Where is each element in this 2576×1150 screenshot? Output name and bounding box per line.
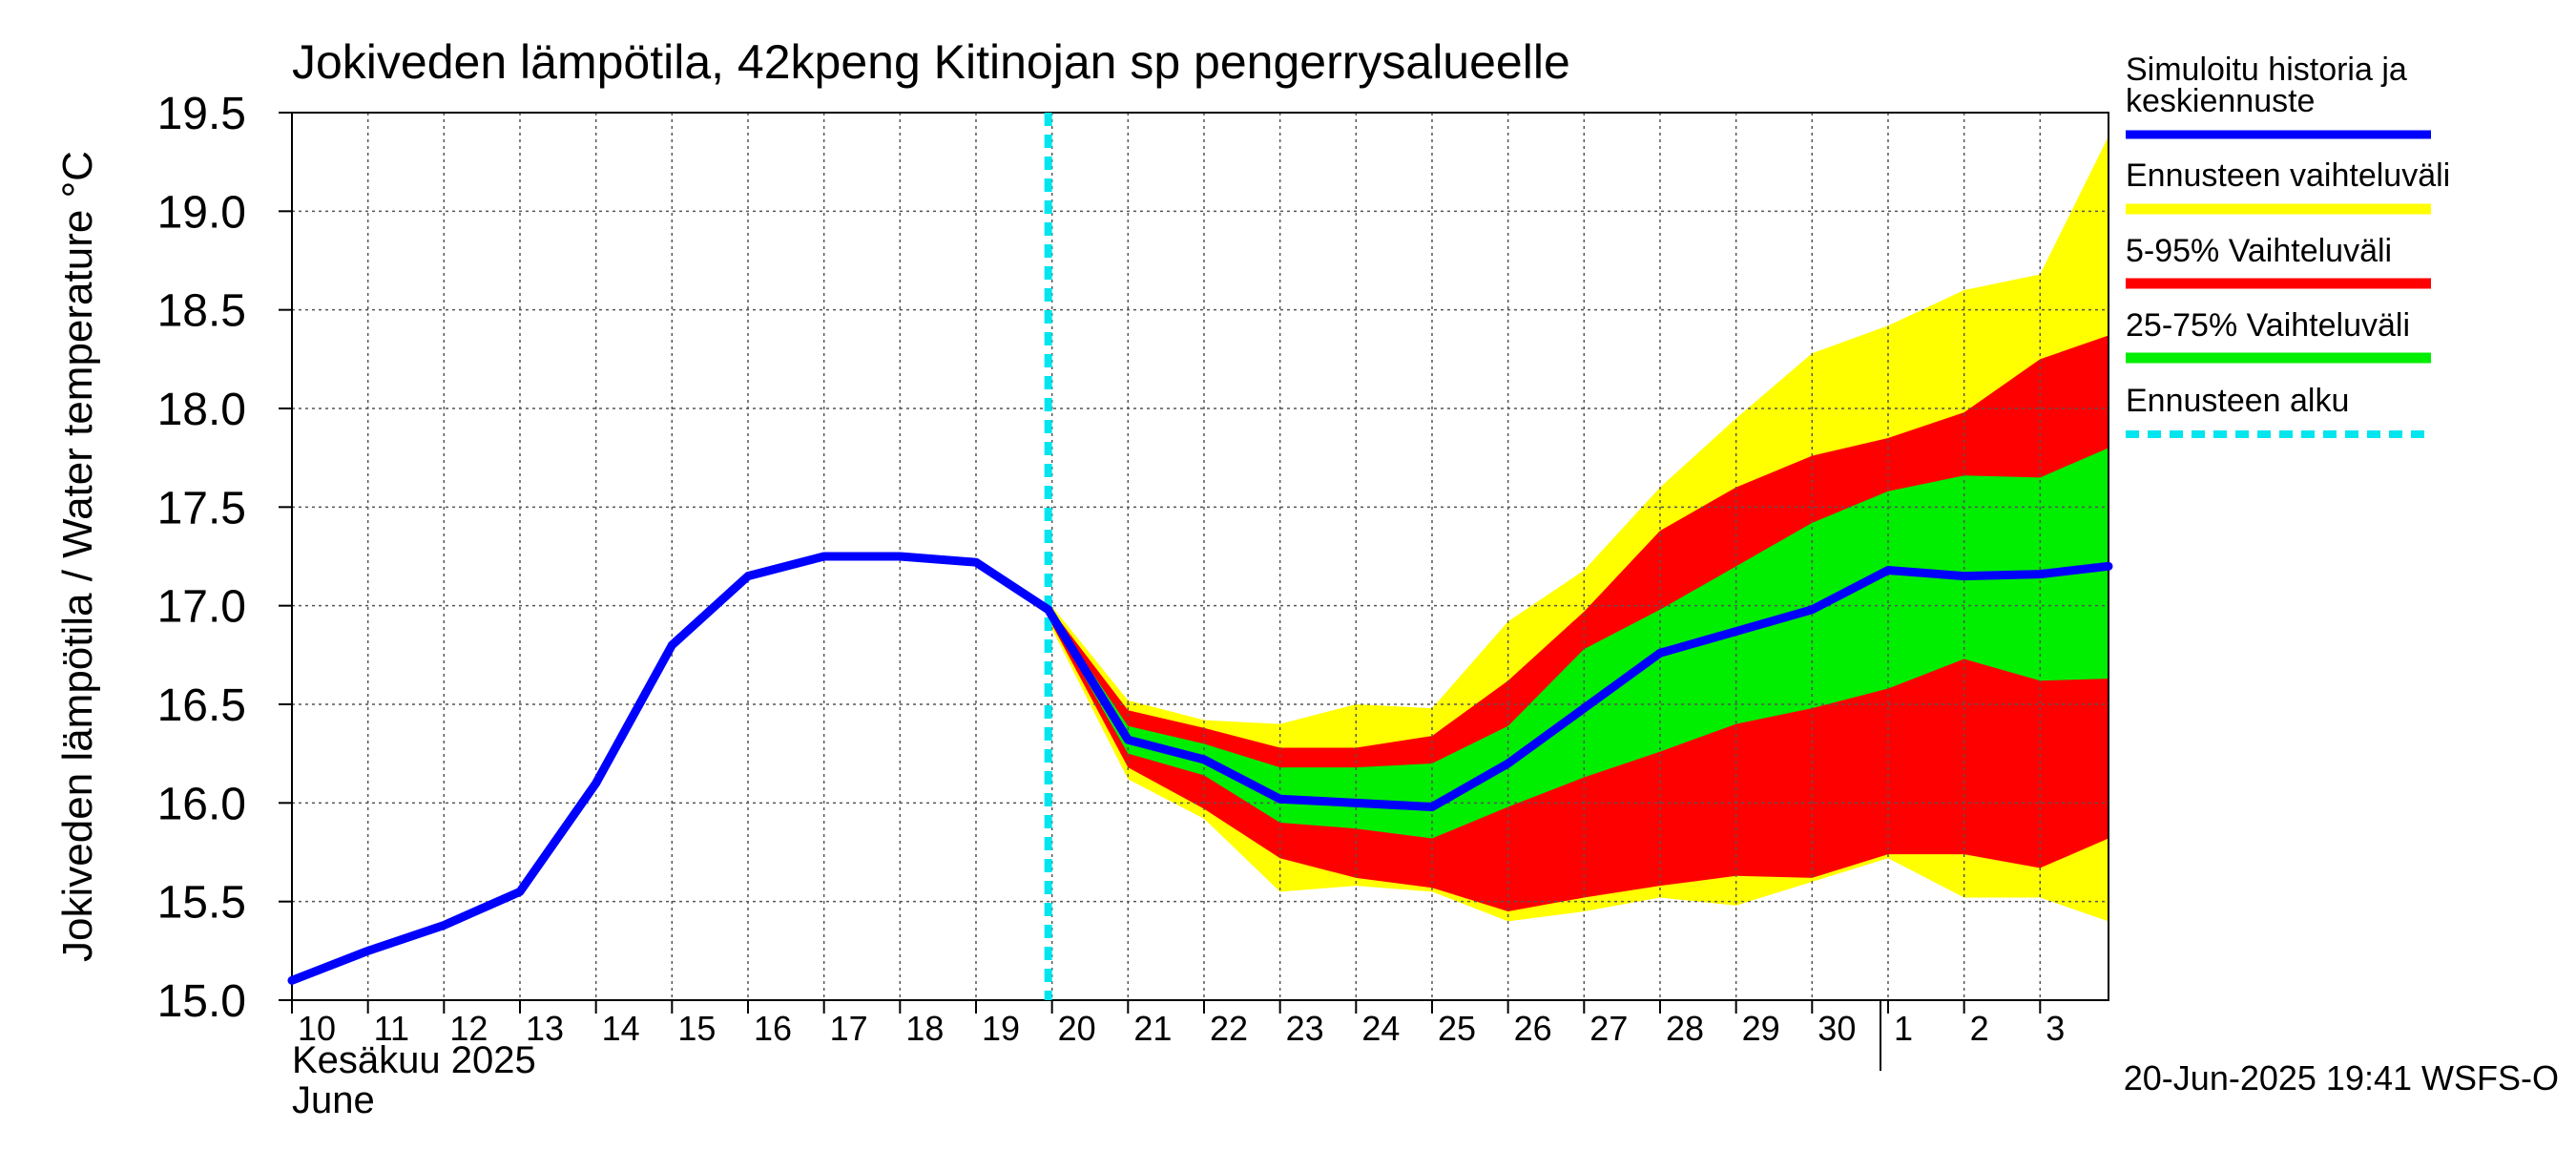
x-tick-label: 19 (982, 1009, 1020, 1048)
band-1 (1048, 335, 2109, 911)
x-tick-label: 11 (374, 1009, 409, 1048)
x-tick-label: 15 (677, 1009, 716, 1048)
x-tick-label: 10 (298, 1009, 336, 1048)
plot-area (279, 112, 2113, 1071)
x-tick-label: 27 (1589, 1009, 1628, 1048)
x-tick-label: 25 (1438, 1009, 1476, 1048)
legend-label-0-line1: Simuloitu historia ja (2126, 52, 2407, 88)
x-tick-label: 20 (1058, 1009, 1096, 1048)
y-tick-label: 18.5 (157, 286, 246, 337)
y-axis-label: Jokiveden lämpötila / Water temperature … (54, 151, 101, 962)
y-tick-label: 17.0 (157, 582, 246, 633)
band-2 (1048, 448, 2109, 839)
x-tick-label: 24 (1361, 1009, 1400, 1048)
legend-label-3: 25-75% Vaihteluväli (2126, 307, 2410, 344)
x-tick-label: 28 (1666, 1009, 1704, 1048)
y-tick-label: 15.0 (157, 976, 246, 1027)
x-tick-label: 16 (754, 1009, 792, 1048)
x-tick-label: 3 (2046, 1009, 2065, 1048)
y-tick-label: 17.5 (157, 483, 246, 533)
y-tick-label: 16.5 (157, 680, 246, 731)
x-tick-label: 22 (1210, 1009, 1248, 1048)
series-line-0 (287, 552, 2113, 985)
y-tick-label: 19.5 (157, 89, 246, 139)
y-tick-label: 18.0 (157, 385, 246, 435)
x-tick-label: 2 (1970, 1009, 1989, 1048)
legend: Simuloitu historia ja keskiennuste Ennuste… (2126, 52, 2450, 438)
x-axis-month-fi: Kesäkuu 2025 (292, 1039, 536, 1081)
plot-frame (291, 112, 2109, 1001)
x-tick-label: 23 (1286, 1009, 1324, 1048)
x-axis-month-en: June (292, 1079, 375, 1121)
x-tick-label: 30 (1818, 1009, 1856, 1048)
x-tick-label: 17 (830, 1009, 868, 1048)
x-tick-label: 26 (1514, 1009, 1552, 1048)
x-tick-label: 18 (905, 1009, 944, 1048)
x-tick-label: 21 (1133, 1009, 1172, 1048)
y-tick-label: 19.0 (157, 187, 246, 238)
y-tick-label: 16.0 (157, 779, 246, 829)
legend-label-0-line2: keskiennuste (2126, 83, 2315, 119)
legend-label-4: Ennusteen alku (2126, 383, 2349, 419)
timestamp: 20-Jun-2025 19:41 WSFS-O (2124, 1058, 2559, 1098)
x-tick-label: 13 (526, 1009, 564, 1048)
legend-label-0: Simuloitu historia ja keskiennuste (2126, 52, 2407, 119)
x-tick-label: 14 (602, 1009, 640, 1048)
legend-label-2: 5-95% Vaihteluväli (2126, 233, 2392, 269)
y-tick-label: 15.5 (157, 878, 246, 929)
legend-label-1: Ennusteen vaihteluväli (2126, 157, 2450, 194)
chart-title: Jokiveden lämpötila, 42kpeng Kitinojan s… (292, 35, 1570, 89)
x-tick-label: 29 (1742, 1009, 1780, 1048)
x-tick-label: 1 (1894, 1009, 1913, 1048)
x-tick-label: 12 (449, 1009, 488, 1048)
